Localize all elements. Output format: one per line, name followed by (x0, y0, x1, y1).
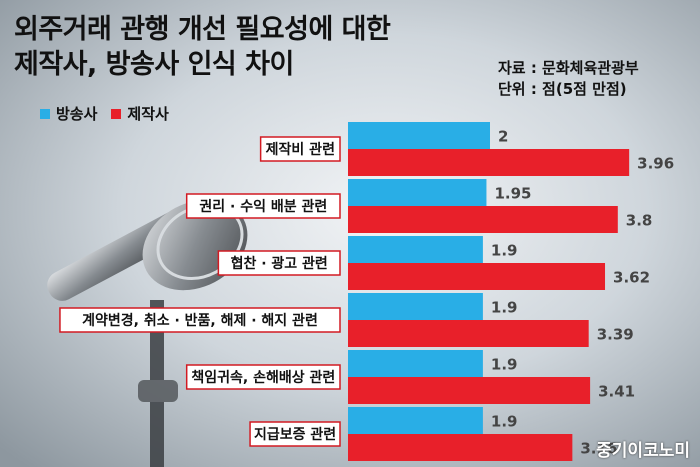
data-label: 1.9 (491, 356, 518, 374)
legend-item-producer: 제작사 (111, 103, 169, 124)
legend-swatch-broadcaster (40, 108, 50, 119)
bar-broadcaster (348, 122, 490, 149)
data-label: 3.39 (597, 326, 634, 344)
legend-label-broadcaster: 방송사 (56, 105, 98, 123)
category-label: 지급보증 관련 (254, 426, 336, 443)
watermark-text: 중기이코노미 (596, 441, 690, 461)
bar-producer (348, 263, 606, 290)
source-unit-note: 자료 : 문화체육관광부 단위 : 점(5점 만점) (498, 58, 639, 100)
data-label: 1.95 (494, 185, 531, 203)
bar-producer (348, 434, 573, 461)
data-label: 3.8 (626, 212, 653, 230)
legend-swatch-producer (111, 108, 122, 119)
data-label: 3.41 (598, 383, 635, 401)
data-label: 3.62 (613, 269, 650, 287)
category-label-box (59, 307, 341, 333)
bar-producer (348, 206, 618, 233)
data-label: 2 (498, 128, 508, 146)
bar-producer (348, 320, 589, 347)
bar-broadcaster (348, 407, 483, 434)
unit-text: 단위 : 점(5점 만점) (498, 80, 627, 98)
category-label-box (185, 364, 341, 390)
category-label: 책임귀속, 손해배상 관련 (191, 369, 335, 386)
bar-producer (348, 377, 591, 404)
category-label-box (185, 193, 341, 219)
legend-label-producer: 제작사 (127, 105, 169, 123)
bar-broadcaster (348, 236, 483, 263)
category-label: 제작비 관련 (266, 141, 335, 158)
category-label-box (217, 250, 341, 276)
chart-title: 외주거래 관행 개선 필요성에 대한 제작사, 방송사 인식 차이 (14, 12, 391, 82)
category-label: 협찬 · 광고 관련 (231, 255, 328, 272)
title-line-1: 외주거래 관행 개선 필요성에 대한 (14, 14, 391, 45)
title-line-2: 제작사, 방송사 인식 차이 (14, 49, 294, 80)
data-label: 1.9 (491, 242, 518, 260)
category-label-box (259, 136, 341, 162)
legend: 방송사 제작사 (40, 103, 169, 124)
bar-broadcaster (348, 179, 487, 206)
bar-producer (348, 149, 630, 176)
source-text: 자료 : 문화체육관광부 (498, 59, 639, 77)
bar-broadcaster (348, 350, 483, 377)
bar-broadcaster (348, 293, 483, 320)
category-label-box (249, 421, 341, 447)
data-label: 3.16 (580, 440, 617, 458)
data-label: 3.96 (637, 155, 674, 173)
data-label: 1.9 (491, 413, 518, 431)
category-label: 계약변경, 취소 · 반품, 해제 · 해지 관련 (82, 312, 318, 329)
category-label: 권리 · 수익 배분 관련 (199, 198, 327, 215)
legend-item-broadcaster: 방송사 (40, 103, 97, 124)
data-label: 1.9 (491, 299, 518, 317)
